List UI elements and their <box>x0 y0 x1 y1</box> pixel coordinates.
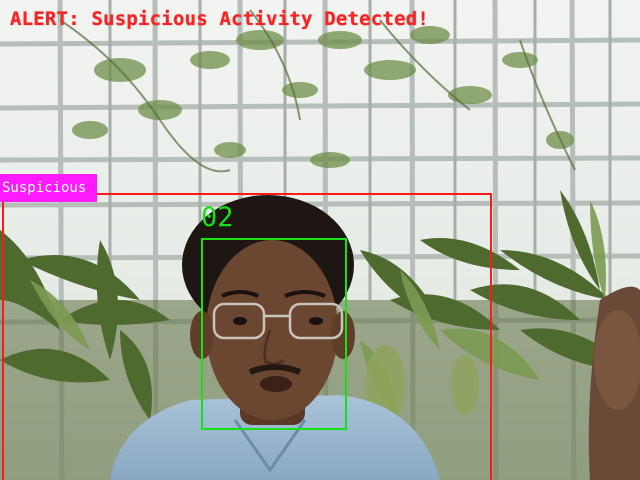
background-person <box>588 286 640 480</box>
person-figure <box>110 195 440 480</box>
person-detection-label: Suspicious <box>0 174 97 202</box>
alert-message: ALERT: Suspicious Activity Detected! <box>10 8 430 30</box>
face-detection-box <box>201 238 347 430</box>
person-detection-box <box>2 193 492 480</box>
face-id-label: 02 <box>201 202 234 233</box>
